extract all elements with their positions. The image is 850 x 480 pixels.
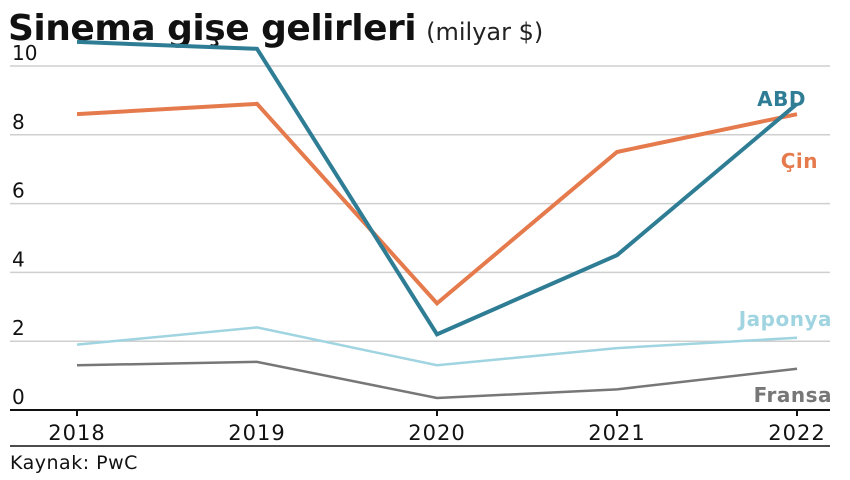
x-tick-label: 2021 — [588, 421, 645, 445]
chart-unit: (milyar $) — [426, 18, 544, 46]
y-tick-label: 8 — [12, 110, 25, 134]
y-tick-label: 6 — [12, 179, 25, 203]
x-axis: 2018 2019 2020 2021 2022 — [10, 409, 830, 447]
y-tick-label: 4 — [12, 247, 25, 271]
series-label: Çin — [781, 149, 818, 173]
source-note: Kaynak: PwC — [10, 452, 138, 474]
series-line-abd — [76, 39, 799, 337]
series-label: ABD — [757, 87, 806, 111]
series-line-fransa — [76, 360, 798, 400]
series-line-japonya — [76, 326, 798, 367]
y-tick-label: 10 — [12, 41, 37, 65]
x-tick-label: 2018 — [48, 421, 105, 445]
chart-title-row: Sinema gişe gelirleri (milyar $) — [8, 8, 543, 49]
y-tick-label: 2 — [12, 316, 25, 340]
series-line-in — [76, 101, 798, 307]
y-axis-ticks: 0 2 4 6 8 10 — [12, 41, 37, 409]
series-label: Fransa — [754, 383, 832, 407]
x-tick-label: 2020 — [408, 421, 465, 445]
x-tick-label: 2019 — [228, 421, 285, 445]
gridlines — [10, 65, 830, 342]
series-labels: ABD Çin Japonya Fransa — [737, 87, 832, 407]
y-tick-label: 0 — [12, 385, 25, 409]
series-label: Japonya — [737, 307, 832, 331]
chart-title: Sinema gişe gelirleri — [8, 8, 417, 49]
x-tick-label: 2022 — [768, 421, 825, 445]
series-lines — [76, 39, 799, 400]
